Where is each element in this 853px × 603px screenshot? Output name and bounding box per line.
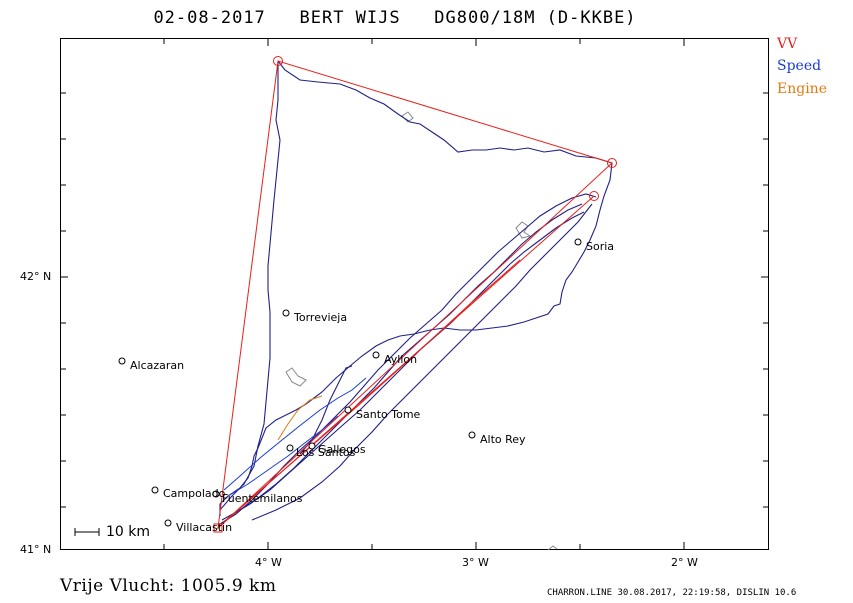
legend-engine: Engine (777, 81, 827, 97)
lon-label-3w: 3° W (462, 556, 489, 569)
speed-track (223, 377, 367, 497)
lat-label-41: 41° N (20, 543, 52, 556)
town-label: Soria (586, 240, 614, 253)
credit-line: CHARRON.LINE 30.08.2017, 22:19:58, DISLI… (547, 588, 797, 598)
town-markers (118, 238, 582, 527)
town-label: Villacastin (176, 521, 232, 534)
lat-label-42: 42° N (20, 270, 52, 283)
distance-readout: Vrije Vlucht: 1005.9 km (60, 576, 277, 596)
town-label: Fuentemilanos (222, 492, 303, 505)
town-label: Torrevieja (293, 311, 347, 324)
water-bodies (285, 111, 558, 551)
lon-label-4w: 4° W (255, 556, 282, 569)
town-label: Campolado (163, 487, 226, 500)
scale-bar (74, 528, 100, 536)
legend-speed: Speed (777, 58, 822, 74)
scale-label: 10 km (106, 524, 151, 540)
lon-label-2w: 2° W (671, 556, 698, 569)
town-label: Alcazaran (130, 359, 184, 372)
town-labels: Soria Torrevieja Ayllon Alcazaran Santo … (130, 240, 614, 534)
town-label: Los Santos (296, 446, 356, 459)
vv-triangle (213, 56, 617, 533)
chart-title: 02-08-2017 BERT WIJS DG800/18M (D-KKBE) (153, 8, 637, 28)
engine-track (277, 395, 323, 441)
town-label: Ayllon (384, 353, 417, 366)
axis-ticks (60, 38, 769, 550)
town-label: Alto Rey (480, 433, 526, 446)
town-label: Gallegos (318, 443, 366, 456)
town-label: Santo Tome (356, 408, 421, 421)
flight-track (219, 60, 613, 525)
legend-vv: VV (777, 36, 798, 52)
